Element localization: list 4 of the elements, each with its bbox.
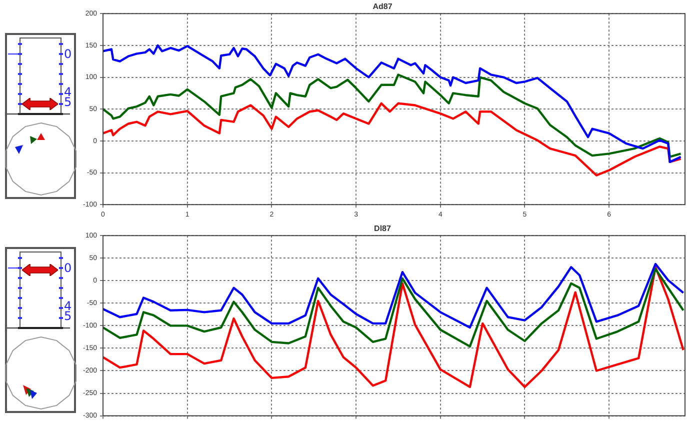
widget-frame: 0 4 5 <box>5 247 76 413</box>
chart-title: Ad87 <box>372 2 393 12</box>
chart-title: Dl87 <box>374 224 392 234</box>
widget-frame: 0 4 5 <box>5 33 76 199</box>
